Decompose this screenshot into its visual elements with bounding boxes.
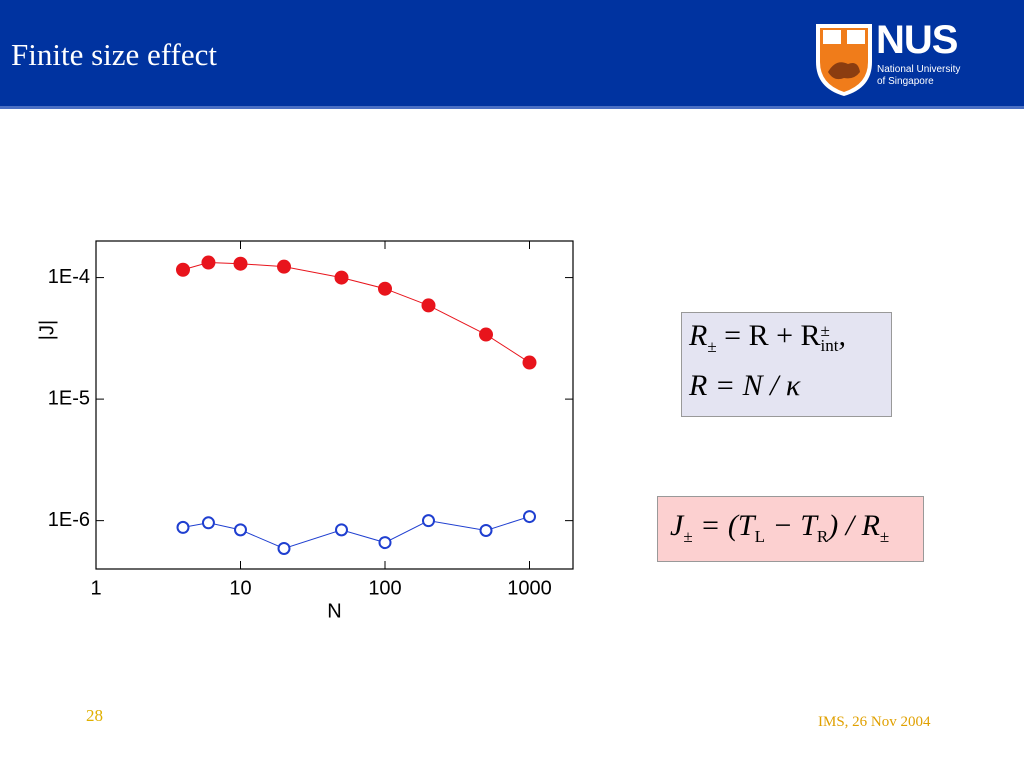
y-tick-label: 1E-5 — [48, 387, 90, 409]
formula-part: = (T — [692, 509, 755, 542]
formula-part: ) / R — [828, 509, 880, 542]
data-point — [234, 523, 248, 537]
x-tick-label: 10 — [229, 577, 251, 599]
data-point — [522, 355, 537, 370]
formula-part: ± — [707, 337, 717, 356]
logo-shield — [816, 24, 872, 96]
logo-name: NUS — [876, 18, 958, 62]
data-point — [276, 259, 291, 274]
data-point — [479, 327, 494, 342]
data-point — [523, 510, 537, 524]
formula-part: , — [838, 319, 846, 352]
page-number: 28 — [86, 706, 103, 725]
plot-frame — [95, 240, 574, 570]
formula-part: J — [670, 509, 684, 542]
footer-note: IMS, 26 Nov 2004 — [818, 714, 931, 730]
series-line — [182, 262, 530, 363]
formula-box: R± = R + R ± int, R = N / κ — [681, 312, 892, 417]
data-point — [378, 281, 393, 296]
formula: J± = (TL − TR) / R± — [670, 509, 889, 547]
data-point — [176, 520, 190, 534]
formula-part: ± — [879, 527, 890, 546]
data-point — [378, 536, 392, 550]
slide-title: Finite size effect — [11, 37, 218, 72]
formula-part: L — [754, 527, 765, 546]
logo-line: of Singapore — [877, 76, 934, 87]
y-axis-label: |J| — [36, 320, 58, 340]
data-point — [201, 255, 216, 270]
x-tick-label: 1 — [90, 577, 101, 599]
formula-box: J± = (TL − TR) / R± — [657, 496, 924, 562]
data-point — [201, 516, 215, 530]
formula-part: ± — [820, 321, 830, 341]
data-point — [421, 298, 436, 313]
formula: R± = R + R ± int, — [689, 319, 846, 357]
data-point — [233, 256, 248, 271]
formula-part: − T — [764, 509, 817, 542]
logo-line: National University — [877, 64, 961, 75]
x-tick-label: 100 — [368, 577, 401, 599]
formula-part: ± — [683, 527, 693, 546]
formula-part: int — [820, 336, 839, 356]
formula-part: = R + R — [716, 319, 821, 352]
formula-part: R — [816, 527, 829, 546]
formula: R = N / κ — [689, 369, 801, 402]
x-axis-label: N — [327, 600, 341, 622]
data-point — [334, 270, 349, 285]
data-point — [421, 514, 435, 528]
data-point — [335, 523, 349, 537]
data-point — [175, 262, 190, 277]
formula-part: R — [689, 319, 708, 352]
x-tick-label: 1000 — [507, 577, 552, 599]
data-point — [479, 523, 493, 537]
data-point — [277, 541, 291, 555]
y-tick-label: 1E-4 — [48, 266, 90, 288]
y-tick-label: 1E-6 — [48, 509, 90, 531]
header: Finite size effect NUS National Universi… — [0, 0, 1024, 109]
